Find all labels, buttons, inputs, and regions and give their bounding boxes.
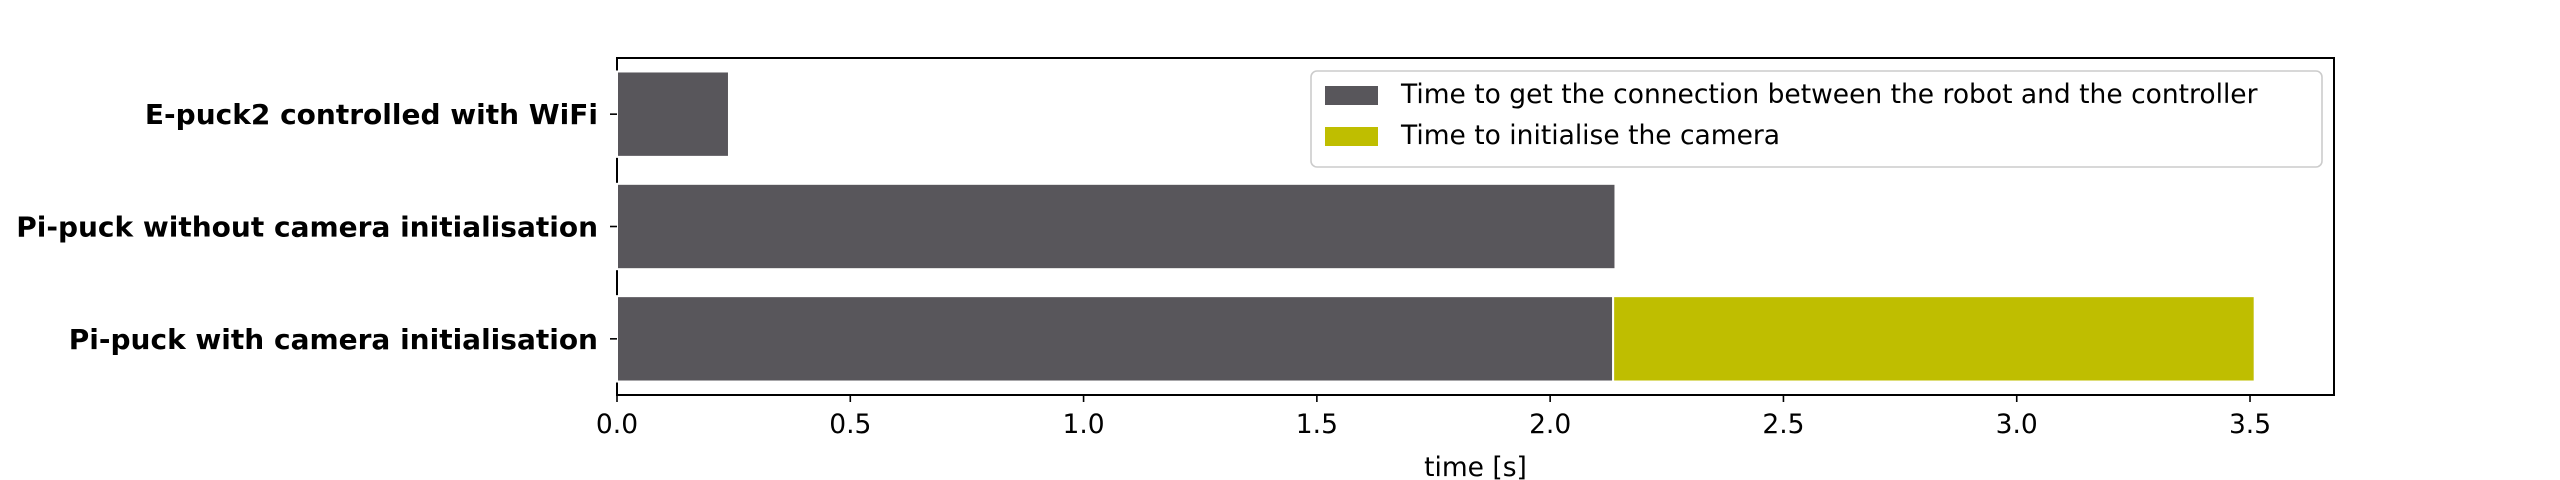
legend: Time to get the connection between the r… [1310, 70, 2323, 168]
legend-swatch-0 [1325, 86, 1378, 105]
bar-0-series-0 [616, 70, 730, 158]
x-tick-label-2: 1.0 [1062, 409, 1104, 440]
bar-2-series-0 [616, 295, 1615, 383]
x-tick-label-4: 2.0 [1529, 409, 1571, 440]
x-tick-label-0: 0.0 [596, 409, 638, 440]
x-tick-label-3: 1.5 [1296, 409, 1338, 440]
bars-group [616, 70, 2256, 383]
y-tick-label-2: Pi-puck with camera initialisation [69, 323, 598, 356]
x-tick-label-1: 0.5 [829, 409, 871, 440]
y-axis: E-puck2 controlled with WiFi Pi-puck with… [16, 98, 617, 356]
x-tick-label-7: 3.5 [2229, 409, 2271, 440]
legend-label-1: Time to initialise the camera [1400, 120, 1780, 151]
x-tick-label-5: 2.5 [1762, 409, 1804, 440]
y-tick-label-0: E-puck2 controlled with WiFi [145, 98, 598, 131]
bar-2-series-1 [1612, 295, 2256, 383]
x-axis: 0.0 0.5 1.0 1.5 2.0 2.5 3.0 3.5 [596, 395, 2271, 440]
x-tick-label-6: 3.0 [1996, 409, 2038, 440]
x-axis-title: time [s] [1424, 452, 1527, 480]
legend-swatch-1 [1325, 127, 1378, 146]
y-tick-label-1: Pi-puck without camera initialisation [16, 211, 598, 244]
legend-box [1310, 70, 2323, 168]
legend-label-0: Time to get the connection between the r… [1400, 79, 2258, 110]
bar-1-series-0 [616, 182, 1617, 271]
